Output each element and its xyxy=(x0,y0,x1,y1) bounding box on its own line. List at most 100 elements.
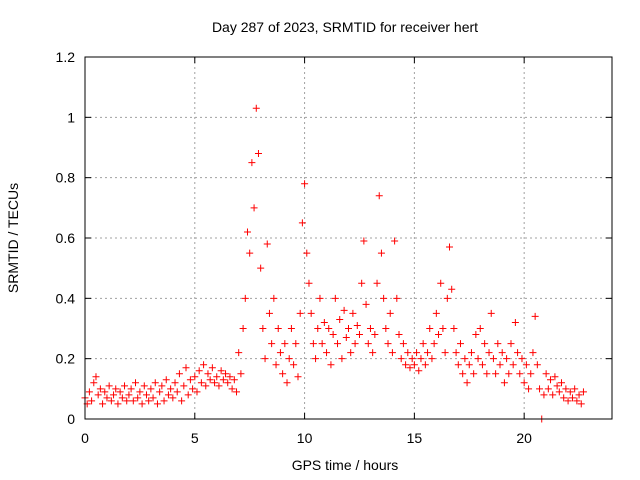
data-point xyxy=(342,334,350,342)
data-point xyxy=(178,397,186,405)
data-point xyxy=(303,249,311,257)
data-point xyxy=(568,394,576,402)
data-point xyxy=(349,309,357,317)
data-point xyxy=(226,373,234,381)
data-point xyxy=(257,264,265,272)
data-point xyxy=(338,355,346,363)
plot-frame xyxy=(84,56,613,420)
data-point xyxy=(138,400,146,408)
data-point xyxy=(175,370,183,378)
data-point xyxy=(265,309,273,317)
data-point xyxy=(287,325,295,332)
data-point xyxy=(316,294,324,302)
data-point xyxy=(118,394,126,402)
data-point xyxy=(459,370,467,378)
data-point xyxy=(496,361,504,369)
data-point xyxy=(417,355,425,363)
data-point xyxy=(241,294,249,302)
data-point xyxy=(184,391,192,399)
data-point xyxy=(500,379,508,387)
data-point xyxy=(107,397,115,405)
data-point xyxy=(430,340,438,348)
data-point xyxy=(301,180,309,188)
data-point xyxy=(426,325,434,332)
data-point xyxy=(237,370,245,378)
data-point xyxy=(320,318,328,326)
data-point xyxy=(511,318,519,326)
data-point xyxy=(446,243,454,251)
data-point xyxy=(219,376,227,384)
data-point xyxy=(498,349,506,357)
data-point xyxy=(243,228,251,236)
data-point xyxy=(279,370,287,378)
data-point xyxy=(522,361,530,369)
data-point xyxy=(351,340,359,348)
data-point xyxy=(307,309,315,317)
data-point xyxy=(485,349,493,357)
data-point xyxy=(169,394,177,402)
data-point xyxy=(202,382,210,390)
data-point xyxy=(101,388,109,396)
data-point xyxy=(200,361,208,369)
data-point xyxy=(487,309,495,317)
data-point xyxy=(208,364,216,372)
chart-title: Day 287 of 2023, SRMTID for receiver her… xyxy=(212,19,478,35)
data-point xyxy=(103,394,111,402)
data-point xyxy=(531,312,539,320)
data-point xyxy=(160,397,168,405)
data-point xyxy=(483,370,491,378)
data-point xyxy=(478,361,486,369)
data-point xyxy=(525,385,533,393)
data-point xyxy=(573,397,581,405)
data-point xyxy=(514,349,522,357)
data-point xyxy=(246,249,254,257)
data-point xyxy=(129,397,137,405)
data-point xyxy=(323,349,331,357)
data-point xyxy=(408,355,416,363)
data-point xyxy=(577,400,585,408)
data-point xyxy=(575,391,583,399)
data-point xyxy=(285,355,293,363)
data-point xyxy=(116,388,124,396)
tick-layer: 0 0.2 0.4 0.6 0.8 1 1.2 0 5 10 15 20 xyxy=(56,49,612,446)
data-point xyxy=(204,370,212,378)
data-point xyxy=(334,340,342,348)
data-point xyxy=(358,279,366,287)
data-point xyxy=(254,150,262,158)
data-point xyxy=(248,159,256,167)
y-axis-label: SRMTID / TECUs xyxy=(5,183,21,293)
data-point xyxy=(224,379,232,387)
data-point xyxy=(112,385,120,393)
data-point xyxy=(375,192,383,200)
data-point xyxy=(340,306,348,314)
data-point xyxy=(149,394,157,402)
data-point xyxy=(435,331,443,339)
data-point xyxy=(134,394,142,402)
data-point xyxy=(206,376,214,384)
data-point xyxy=(99,400,107,408)
data-point xyxy=(213,373,221,381)
data-point xyxy=(298,219,306,227)
y-tick-label: 0.2 xyxy=(56,351,76,367)
data-point xyxy=(164,391,172,399)
data-point xyxy=(564,397,572,405)
data-point xyxy=(560,394,568,402)
data-point xyxy=(516,370,524,378)
data-point xyxy=(92,373,100,381)
data-point xyxy=(402,361,410,369)
data-point xyxy=(191,373,199,381)
data-point xyxy=(518,355,526,363)
data-point xyxy=(195,367,203,375)
y-tick-label: 1.2 xyxy=(56,49,76,65)
data-point xyxy=(428,355,436,363)
data-point xyxy=(215,382,223,390)
data-point xyxy=(230,376,238,384)
x-tick-label: 15 xyxy=(407,430,423,446)
data-point xyxy=(472,331,480,339)
data-point xyxy=(551,373,559,381)
data-point xyxy=(443,294,451,302)
x-tick-label: 0 xyxy=(81,430,89,446)
data-point xyxy=(406,364,414,372)
data-point xyxy=(557,379,565,387)
data-point xyxy=(452,349,460,357)
